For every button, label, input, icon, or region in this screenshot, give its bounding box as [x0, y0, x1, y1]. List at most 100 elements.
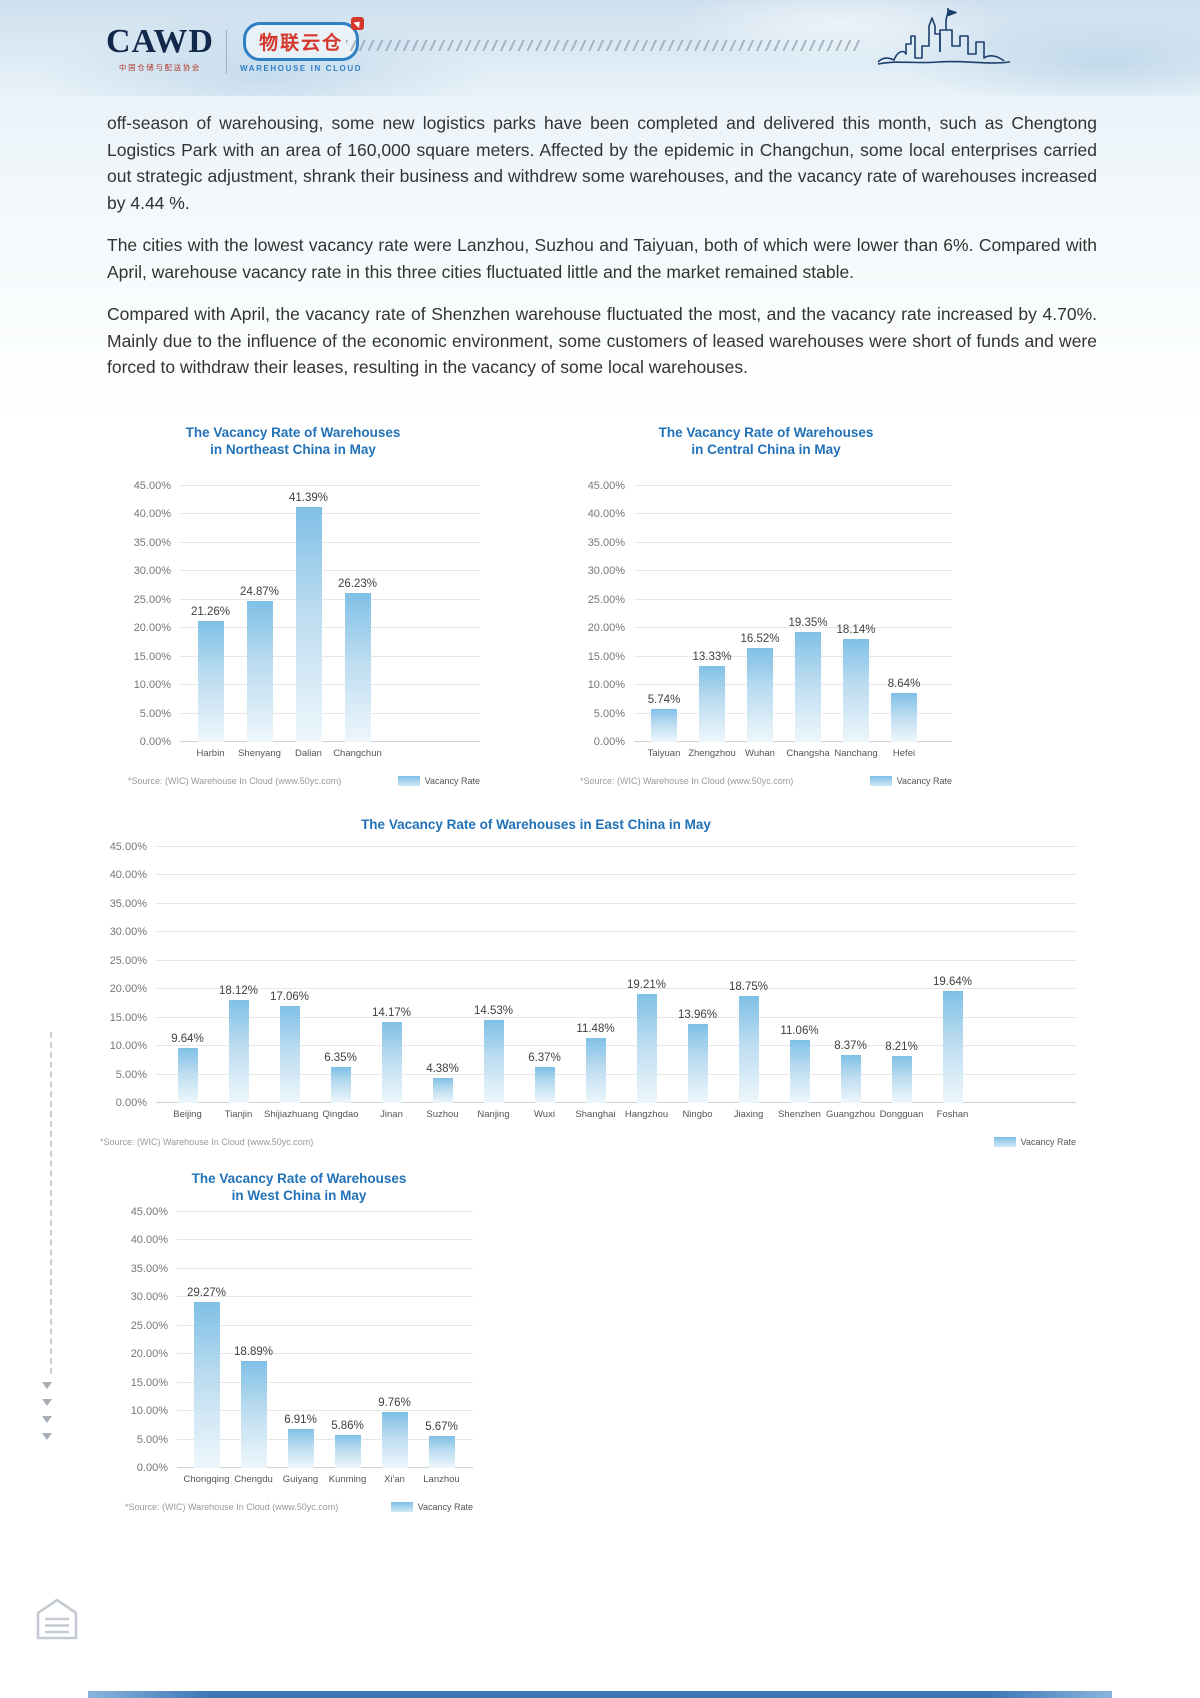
gridline [177, 1410, 473, 1412]
y-tick-label: 20.00% [587, 622, 625, 635]
bars: 29.27% 18.89% 6.91% 5.86% 9.76% 5.67% [177, 1212, 465, 1468]
vacancy-rate-bar [585, 1037, 606, 1103]
bar-value-label: 8.37% [834, 1040, 867, 1053]
y-tick-label: 45.00% [130, 1206, 168, 1218]
bar-slot: 13.96% [672, 847, 723, 1103]
y-tick-label: 45.00% [109, 841, 147, 853]
y-tick-label: 15.00% [133, 650, 171, 663]
bar-slot: 16.52% [736, 486, 784, 742]
category-label: Suzhou [426, 1109, 459, 1120]
y-tick-label: 30.00% [133, 565, 171, 578]
legend-label: Vacancy Rate [1020, 1137, 1076, 1147]
bar-slot: 5.86% [324, 1212, 371, 1468]
y-axis: 0.00% 5.00% 10.00% 15.00% 20.00% 25.00% 30.00%… [125, 1206, 177, 1474]
gridline [180, 712, 480, 714]
y-tick-label: 15.00% [130, 1376, 168, 1389]
plot-area: 21.26% 24.87% 41.39% 26.23% [180, 485, 480, 742]
gridline [634, 598, 952, 600]
wic-cloud-shape: 物联云仓 [243, 17, 365, 61]
chart-title: The Vacancy Rate of Warehouses in Northea… [128, 424, 458, 458]
vacancy-rate-bar [483, 1020, 504, 1103]
category-label: Xi'an [384, 1474, 405, 1485]
bars: 5.74% 13.33% 16.52% 19.35% 18.14% 8.64% [634, 486, 928, 742]
bar-value-label: 21.26% [190, 606, 230, 619]
category-label: Dongguan [879, 1109, 924, 1120]
body-text: off-season of warehousing, some new logi… [107, 110, 1097, 397]
cawd-logo-subtitle: 中国仓储与配送协会 [119, 63, 201, 72]
gridline [177, 1267, 473, 1269]
bar-value-label: 8.21% [885, 1041, 918, 1054]
vacancy-rate-bar [738, 996, 759, 1103]
vacancy-rate-bar [795, 631, 821, 742]
legend: Vacancy Rate [869, 776, 952, 786]
gridline [177, 1296, 473, 1298]
vacancy-rate-bar [295, 506, 322, 742]
gridline [156, 902, 1076, 904]
category-label: Lanzhou [423, 1474, 460, 1485]
gridline [156, 1102, 1076, 1103]
category-label: Foshan [936, 1109, 969, 1120]
bar-slot: 11.48% [570, 847, 621, 1103]
legend-swatch [397, 776, 420, 786]
chart-title-line: The Vacancy Rate of Warehouses [185, 425, 401, 440]
down-arrow-icon [42, 1382, 52, 1389]
y-tick-label: 10.00% [587, 679, 625, 692]
gridline [177, 1324, 473, 1326]
gridline [634, 684, 952, 686]
category-label: Nanjing [477, 1109, 510, 1120]
y-tick-label: 20.00% [109, 983, 147, 996]
source-note: *Source: (WIC) Warehouse In Cloud (www.5… [128, 776, 342, 786]
bar-value-label: 14.17% [371, 1007, 411, 1020]
vacancy-rate-bar [193, 1301, 220, 1468]
bar-slot: 8.37% [825, 847, 876, 1103]
bar-value-label: 26.23% [337, 577, 377, 590]
vacancy-rate-bar [891, 692, 917, 742]
slashes-decoration [346, 40, 860, 51]
y-tick-label: 45.00% [587, 480, 625, 492]
bar-slot: 14.17% [366, 847, 417, 1103]
bar-slot: 18.12% [213, 847, 264, 1103]
chart-title: The Vacancy Rate of Warehouses in Central… [580, 424, 952, 458]
gridline [177, 1381, 473, 1383]
cawd-logo-text: CAWD [106, 23, 214, 60]
bar-value-label: 9.76% [378, 1397, 411, 1410]
gridline [156, 1073, 1076, 1075]
bar-value-label: 24.87% [239, 585, 279, 598]
bar-slot: 9.76% [371, 1212, 418, 1468]
x-axis-categories: Taiyuan Zhengzhou Wuhan Changsha Nanchang Hef… [634, 748, 952, 759]
chart-northeast-china: The Vacancy Rate of Warehouses in Northea… [128, 424, 480, 786]
category-label: Shanghai [575, 1109, 616, 1120]
vacancy-rate-bar [344, 592, 371, 742]
gridline [156, 1045, 1076, 1047]
source-note: *Source: (WIC) Warehouse In Cloud (www.5… [100, 1137, 314, 1147]
y-tick-label: 0.00% [593, 736, 625, 748]
bar-slot: 6.91% [277, 1212, 324, 1468]
down-arrow-icon [42, 1399, 52, 1406]
vacancy-rate-bar [840, 1055, 861, 1103]
gridline [156, 988, 1076, 990]
bar-slot: 24.87% [235, 486, 284, 742]
category-label: Guangzhou [825, 1109, 876, 1120]
bar-slot: 6.37% [519, 847, 570, 1103]
vacancy-rate-bar [246, 600, 273, 742]
vacancy-rate-bar [687, 1023, 708, 1103]
bar-value-label: 5.86% [331, 1419, 364, 1432]
bar-slot: 41.39% [284, 486, 333, 742]
category-label: Shenyang [238, 748, 281, 759]
bar-value-label: 9.64% [171, 1033, 204, 1046]
bar-value-label: 18.14% [836, 623, 876, 636]
y-tick-label: 0.00% [115, 1097, 147, 1109]
category-label: Tianjin [224, 1109, 253, 1120]
category-label: Changsha [786, 748, 830, 759]
y-tick-label: 5.00% [136, 1433, 168, 1446]
vacancy-rate-bar [381, 1412, 408, 1468]
category-label: Kunming [328, 1474, 367, 1485]
chart-title-line: in West China in May [231, 1188, 367, 1203]
vacancy-rate-bar [534, 1066, 555, 1103]
vacancy-rate-bar [651, 709, 677, 742]
y-tick-label: 25.00% [130, 1319, 168, 1332]
bar-value-label: 6.37% [528, 1051, 561, 1064]
chart-east-china: The Vacancy Rate of Warehouses in East C… [100, 816, 1076, 1147]
bar-value-label: 17.06% [269, 990, 309, 1003]
